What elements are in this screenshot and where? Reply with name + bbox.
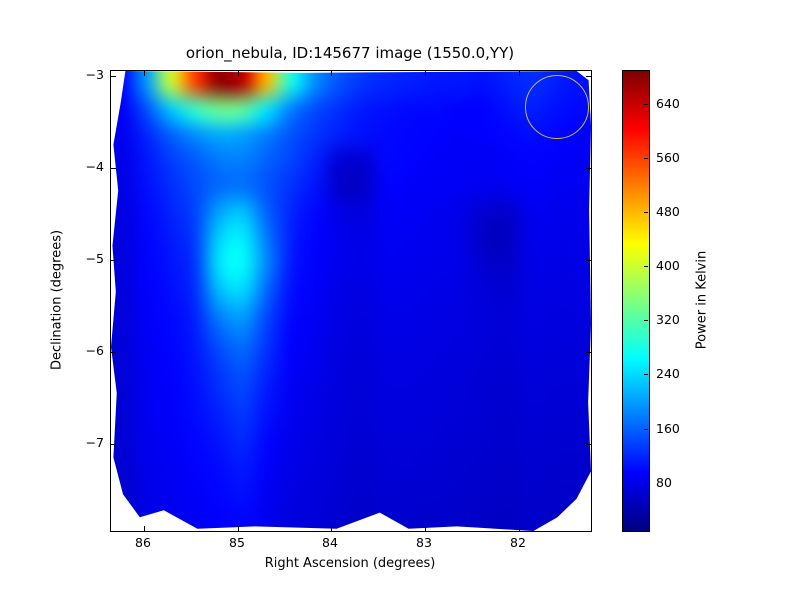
x-axis-label: Right Ascension (degrees)	[264, 556, 436, 571]
colorbar-tick-mark	[644, 266, 648, 267]
colorbar-tick-label: 480	[656, 204, 680, 219]
colorbar-tick-label: 560	[656, 150, 680, 165]
colorbar-tick-mark	[644, 212, 648, 213]
colorbar-tick-label: 320	[656, 312, 680, 327]
x-tick-mark	[425, 526, 426, 531]
x-tick-mark	[519, 526, 520, 531]
y-tick-mark	[586, 352, 591, 353]
x-tick-label: 86	[135, 535, 151, 550]
y-tick-mark	[586, 76, 591, 77]
x-tick-label: 82	[510, 535, 526, 550]
x-tick-mark	[238, 71, 239, 76]
colorbar-tick-label: 80	[656, 475, 672, 490]
colorbar-tick-mark	[644, 104, 648, 105]
colorbar-tick-label: 240	[656, 366, 680, 381]
y-tick-label: −3	[85, 67, 104, 82]
x-tick-label: 85	[229, 535, 245, 550]
y-tick-mark	[586, 168, 591, 169]
x-tick-mark	[331, 71, 332, 76]
x-tick-mark	[238, 526, 239, 531]
colorbar-gradient	[623, 71, 649, 531]
colorbar-tick-label: 400	[656, 258, 680, 273]
x-tick-mark	[144, 71, 145, 76]
y-tick-label: −7	[85, 435, 104, 450]
colorbar-tick-label: 160	[656, 421, 680, 436]
y-tick-mark	[586, 444, 591, 445]
plot-title: orion_nebula, ID:145677 image (1550.0,YY…	[185, 44, 515, 62]
y-tick-mark	[111, 168, 116, 169]
heatmap-image	[111, 71, 591, 531]
plot-area	[110, 70, 592, 532]
x-tick-mark	[519, 71, 520, 76]
x-tick-label: 83	[416, 535, 432, 550]
y-tick-label: −5	[85, 251, 104, 266]
y-tick-mark	[111, 444, 116, 445]
x-tick-mark	[331, 526, 332, 531]
y-tick-label: −6	[85, 343, 104, 358]
colorbar-tick-mark	[644, 374, 648, 375]
colorbar-tick-label: 640	[656, 96, 680, 111]
y-tick-label: −4	[85, 159, 104, 174]
y-tick-mark	[111, 260, 116, 261]
x-tick-label: 84	[322, 535, 338, 550]
circle-annotation	[525, 75, 590, 139]
colorbar-tick-mark	[644, 483, 648, 484]
y-axis-label: Declination (degrees)	[49, 229, 65, 371]
y-tick-mark	[111, 76, 116, 77]
colorbar-label: Power in Kelvin	[694, 250, 710, 350]
colorbar-tick-mark	[644, 429, 648, 430]
colorbar	[622, 70, 650, 532]
y-tick-mark	[111, 352, 116, 353]
colorbar-tick-mark	[644, 158, 648, 159]
colorbar-tick-mark	[644, 320, 648, 321]
y-tick-mark	[586, 260, 591, 261]
x-tick-mark	[425, 71, 426, 76]
x-tick-mark	[144, 526, 145, 531]
